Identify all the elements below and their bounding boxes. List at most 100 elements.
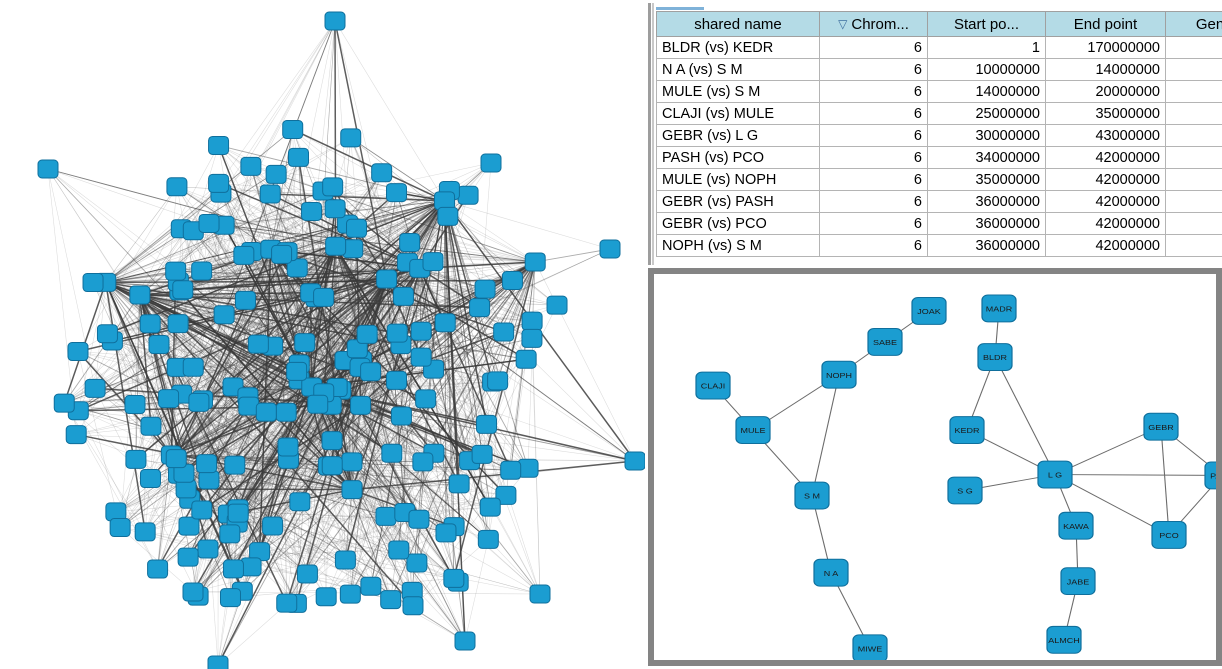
network-edge[interactable] [188,278,388,527]
network-node[interactable]: MULE [735,416,771,445]
node-shape[interactable] [178,516,200,536]
network-edge[interactable] [206,379,300,464]
network-edge[interactable] [170,20,336,456]
network-node[interactable] [238,396,260,416]
network-node[interactable] [198,470,220,490]
network-node[interactable]: GEBR [1143,412,1179,441]
node-shape[interactable] [148,335,170,355]
network-edge[interactable] [206,398,426,464]
network-edge[interactable] [311,386,459,583]
table-row[interactable]: GEBR (vs) PCO636000000420000008.4 [656,212,1222,235]
network-node[interactable] [479,497,501,517]
network-edge[interactable] [351,489,459,583]
node-shape[interactable] [286,361,308,381]
network-edge[interactable] [444,200,536,263]
node-shape[interactable] [1060,567,1096,596]
network-node[interactable] [134,522,156,542]
network-edge[interactable] [497,261,536,381]
network-node[interactable] [84,378,106,398]
network-edge[interactable] [351,483,460,490]
network-node[interactable]: MIWE [852,634,888,660]
network-edge[interactable] [351,331,504,490]
node-shape[interactable] [386,370,408,390]
network-edge[interactable] [237,331,422,514]
network-edge[interactable] [181,228,493,383]
network-node[interactable]: N A [813,558,849,587]
network-node[interactable]: PASH [1204,461,1216,490]
network-edge[interactable] [444,200,529,469]
network-edge[interactable] [193,230,536,263]
network-edge[interactable] [182,190,450,291]
table-row[interactable]: N A (vs) S M610000000140000006.6 [656,58,1222,81]
network-edge[interactable] [189,278,387,500]
network-node[interactable] [166,177,188,197]
network-edge[interactable] [497,261,536,381]
column-header-shared-name[interactable]: shared name [656,11,820,37]
network-edge[interactable] [398,470,511,551]
network-node[interactable] [276,593,298,613]
network-node[interactable] [196,454,218,474]
node-shape[interactable] [224,455,246,475]
network-edge[interactable] [181,137,351,230]
node-shape[interactable] [376,269,398,289]
network-node[interactable]: CLAJI [695,371,731,400]
network-node[interactable] [165,261,187,281]
network-edge[interactable] [206,297,324,464]
node-shape[interactable] [410,321,432,341]
table-row[interactable]: GEBR (vs) PASH636000000420000008.9 [656,190,1222,213]
network-edge[interactable] [157,386,234,570]
network-edge[interactable] [334,20,388,280]
network-edge[interactable] [360,405,424,463]
network-edge[interactable] [317,404,418,564]
network-edge[interactable] [183,186,333,474]
network-node[interactable] [390,406,412,426]
network-edge[interactable] [286,261,536,604]
node-shape[interactable] [385,183,407,203]
network-edge[interactable] [188,556,371,587]
network-edge[interactable] [175,200,445,272]
node-shape[interactable] [172,280,194,300]
network-edge[interactable] [94,20,336,389]
network-edge[interactable] [181,334,368,395]
network-edge[interactable] [193,297,324,368]
network-edge[interactable] [331,288,486,441]
node-shape[interactable] [480,153,502,173]
network-node[interactable] [109,518,131,538]
network-edge[interactable] [105,186,178,283]
network-node[interactable] [315,587,337,607]
network-node[interactable] [356,324,378,344]
node-shape[interactable] [977,343,1013,372]
network-node[interactable] [265,164,287,184]
network-edge[interactable] [270,193,445,202]
network-node[interactable] [277,437,299,457]
node-shape[interactable] [471,444,493,464]
node-shape[interactable] [392,286,414,306]
node-shape[interactable] [390,406,412,426]
network-node[interactable] [471,444,493,464]
network-edge[interactable] [444,200,447,533]
network-edge[interactable] [344,268,421,561]
network-edge[interactable] [272,489,353,527]
node-shape[interactable] [474,279,496,299]
network-edge[interactable] [105,211,312,283]
network-node[interactable] [501,271,523,291]
network-edge[interactable] [270,193,426,400]
network-edge[interactable] [419,268,504,333]
network-edge[interactable] [183,297,324,474]
network-node[interactable] [325,236,347,256]
network-edge[interactable] [360,405,387,517]
network-edge[interactable] [47,168,77,435]
network-edge[interactable] [356,200,445,229]
network-edge[interactable] [64,344,160,404]
network-edge[interactable] [307,387,338,575]
network-edge[interactable] [144,463,207,533]
network-edge[interactable] [181,371,371,395]
network-edge[interactable] [311,386,372,587]
node-shape[interactable] [949,416,985,445]
node-shape[interactable] [339,584,361,604]
network-edge[interactable] [285,412,466,642]
network-edge[interactable] [112,340,312,388]
node-shape[interactable] [198,213,220,233]
network-edge[interactable] [433,453,455,579]
network-node[interactable] [346,218,368,238]
